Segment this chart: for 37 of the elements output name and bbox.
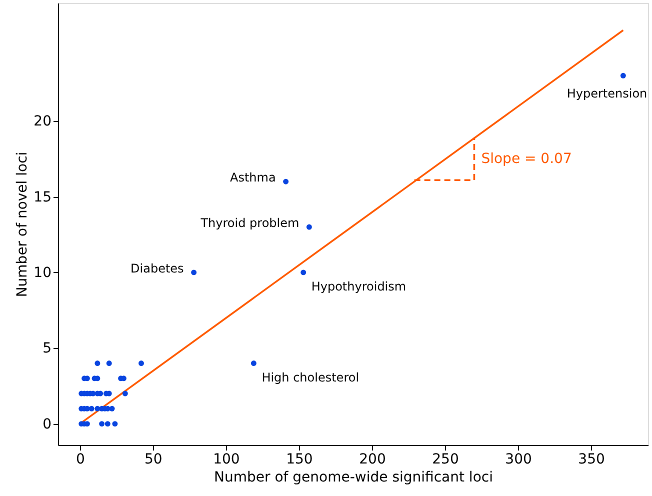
y-tick-label: 20 (34, 114, 52, 130)
y-tick-label: 10 (34, 264, 52, 281)
point (138, 360, 144, 366)
point (104, 421, 110, 427)
x-tick-label: 300 (505, 452, 532, 468)
x-axis-title: Number of genome-wide significant loci (214, 470, 493, 486)
point (94, 360, 100, 366)
x-tick-label: 200 (359, 452, 386, 468)
x-tick-label: 0 (76, 452, 85, 468)
point (109, 406, 115, 412)
series-label: Slope = 0.07 (481, 150, 572, 167)
point (620, 72, 626, 78)
point (112, 421, 118, 427)
annotation: Asthma (230, 170, 276, 185)
point (250, 360, 256, 366)
point (283, 178, 289, 184)
point (191, 270, 197, 276)
annotation: Hypothyroidism (311, 279, 406, 294)
y-tick-label: 5 (42, 340, 52, 357)
point (99, 421, 105, 427)
annotation: High cholesterol (262, 370, 360, 384)
annotation: Thyroid problem (200, 216, 300, 230)
point (88, 406, 94, 412)
x-tick-label: 350 (578, 452, 605, 468)
y-tick-label: 0 (42, 416, 52, 432)
y-tick-label: 15 (34, 189, 52, 206)
x-tick-label: 50 (144, 452, 162, 468)
x-tick-label: 250 (432, 452, 459, 468)
point (300, 270, 306, 276)
annotation: Diabetes (130, 261, 184, 276)
y-axis-title: Number of novel loci (14, 152, 31, 298)
x-tick-label: 150 (286, 452, 313, 468)
point (106, 360, 112, 366)
annotation: Hypertension (566, 86, 648, 101)
point (122, 390, 128, 396)
point (306, 224, 312, 230)
x-tick-label: 100 (213, 452, 240, 468)
